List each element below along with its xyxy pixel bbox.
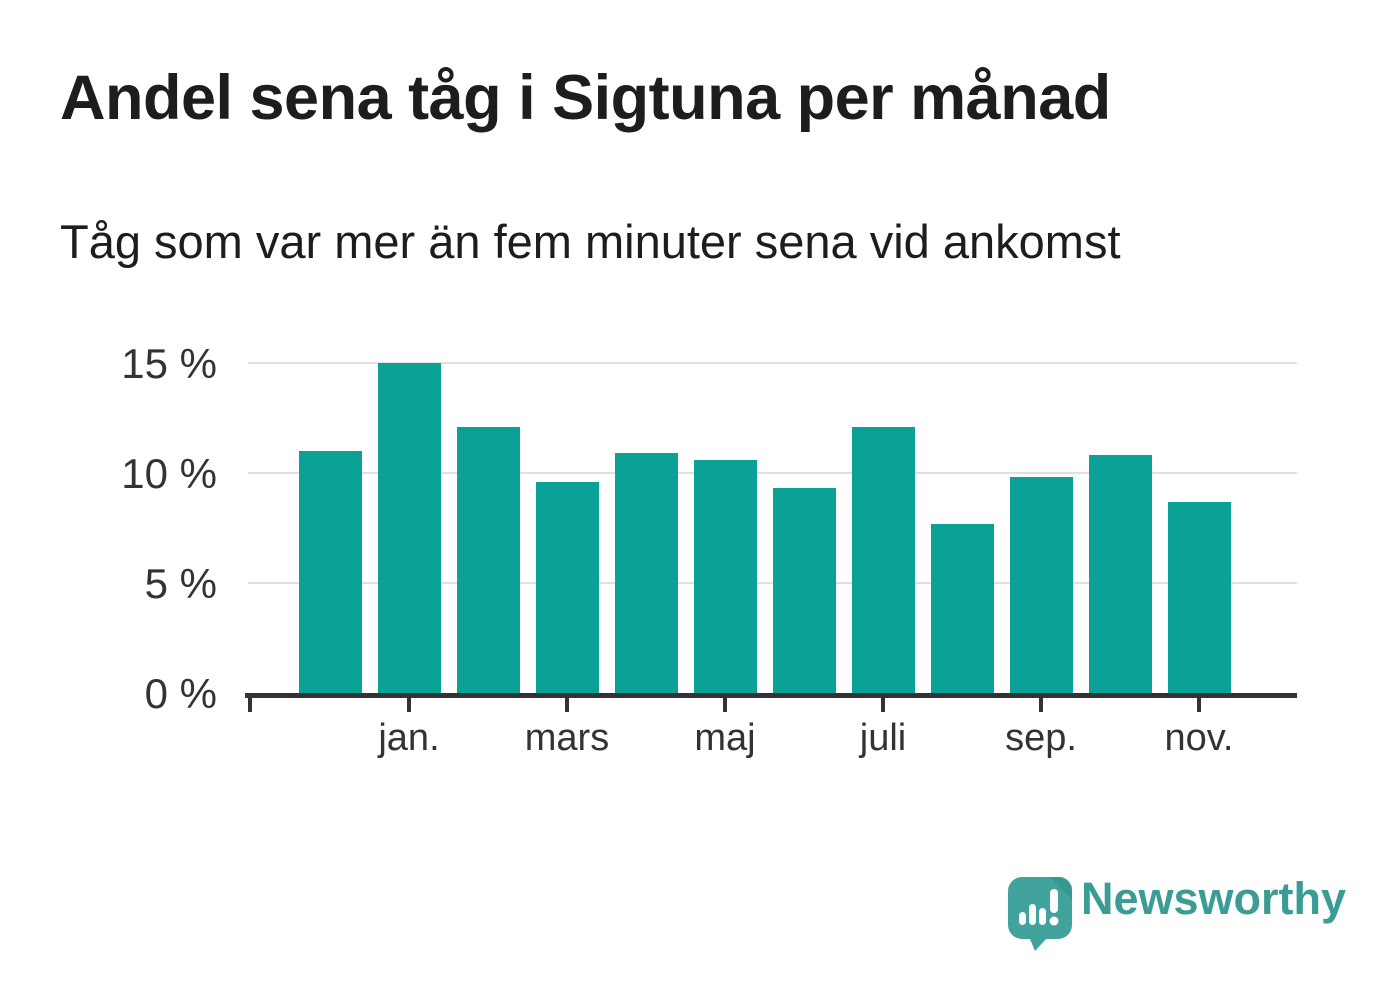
bar	[1088, 455, 1152, 693]
x-axis-line	[245, 693, 1297, 698]
x-axis-tick	[1039, 697, 1043, 712]
x-axis-tick	[1197, 697, 1201, 712]
x-axis-label: jan.	[378, 717, 440, 759]
y-axis-label: 15 %	[121, 340, 217, 387]
bar	[1009, 477, 1073, 693]
y-axis-label: 10 %	[121, 450, 217, 497]
mini-bar-3	[1039, 908, 1046, 925]
x-axis-label: maj	[694, 717, 756, 759]
x-axis-label: juli	[859, 717, 907, 759]
x-axis-tick	[723, 697, 727, 712]
bar	[772, 488, 836, 693]
bar	[456, 427, 520, 693]
gridline	[248, 472, 1297, 474]
chart-subtitle: Tåg som var mer än fem minuter sena vid …	[60, 215, 1121, 268]
x-axis-label: mars	[524, 717, 610, 759]
x-axis-label: nov.	[1164, 717, 1234, 759]
x-axis-tick	[407, 697, 411, 712]
x-axis-label: sep.	[1005, 717, 1077, 759]
exclamation-dot	[1049, 916, 1059, 926]
bar	[614, 453, 678, 693]
bar	[1167, 502, 1231, 693]
bar	[377, 363, 441, 693]
bar	[851, 427, 915, 693]
y-axis-label: 0 %	[144, 670, 217, 717]
gridline	[248, 362, 1297, 364]
newsworthy-wordmark: Newsworthy	[1081, 873, 1347, 924]
mini-bar-1	[1019, 912, 1026, 925]
mini-bar-2	[1029, 904, 1036, 925]
bar	[298, 451, 362, 693]
x-axis-tick	[565, 697, 569, 712]
x-axis-tick	[881, 697, 885, 712]
bar	[693, 460, 757, 693]
x-axis-start-tick	[248, 697, 252, 712]
bar	[535, 482, 599, 693]
y-axis-label: 5 %	[144, 560, 217, 607]
exclamation-stroke	[1050, 889, 1058, 913]
bubble-fold-shade	[1050, 877, 1072, 899]
chart-title: Andel sena tåg i Sigtuna per månad	[60, 63, 1111, 133]
bar	[930, 524, 994, 693]
newsworthy-logo-icon	[1008, 877, 1072, 951]
